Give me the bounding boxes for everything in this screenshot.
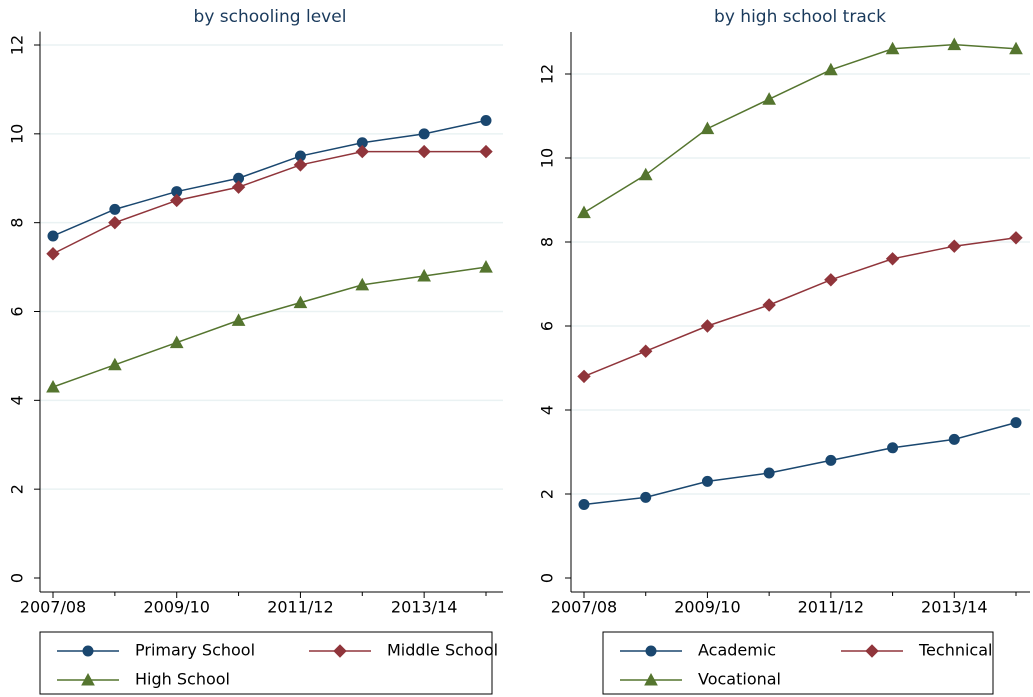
data-point [479,260,493,273]
x-tick-label: 2013/14 [921,598,987,617]
data-point [293,158,308,172]
data-point [947,239,961,253]
legend-marker [644,672,658,686]
legend-label: Academic [698,641,776,660]
data-point [701,475,713,487]
data-point [108,357,122,371]
legend-label: High School [135,670,230,689]
data-point [948,433,960,445]
x-tick-label: 2011/12 [798,598,864,617]
data-point [170,193,184,208]
panel-title: by high school track [714,7,886,27]
data-point [578,499,590,510]
data-point [885,252,900,266]
x-tick-label: 2009/10 [674,598,740,617]
y-tick-label: 10 [538,148,557,168]
y-tick-label: 2 [538,489,557,499]
legend-marker [82,645,94,657]
y-tick-label: 6 [8,306,27,316]
series-line [583,421,1017,506]
y-tick-label: 0 [8,573,27,583]
series-line [583,43,1017,214]
y-tick-label: 2 [8,484,27,494]
data-point [824,62,838,76]
legend-label: Primary School [135,641,255,660]
panel-title: by schooling level [194,7,347,27]
legend-marker [333,644,347,658]
data-point [577,205,591,219]
data-point [46,379,60,393]
legend-box [602,631,994,695]
y-tick-label: 6 [538,321,557,331]
data-point [700,319,715,333]
data-point [231,313,246,326]
data-point [355,144,369,159]
series-line [52,150,486,255]
y-tick-label: 12 [8,35,27,55]
legend-label: Vocational [698,670,781,689]
data-point [355,277,370,291]
data-point [887,442,899,454]
data-point [418,128,430,140]
data-point [763,467,775,479]
data-point [480,115,492,127]
x-tick-label: 2009/10 [143,598,209,617]
legend-marker [81,672,95,686]
data-point [762,298,776,312]
x-tick-label: 2007/08 [20,598,86,617]
y-tick-label: 10 [8,124,27,144]
data-point [762,92,776,105]
legend-marker [865,644,879,658]
y-tick-label: 4 [538,405,557,415]
data-point [577,369,591,384]
y-tick-label: 0 [538,573,557,583]
data-point [169,335,184,349]
legend-label: Technical [918,641,992,660]
legend-label: Middle School [387,641,498,660]
data-point [417,144,431,159]
legend-box [39,631,493,695]
data-point [639,344,653,358]
data-point [824,273,838,287]
data-point [108,215,122,230]
data-point [479,144,493,159]
data-point [47,230,59,242]
data-point [1009,41,1023,55]
data-point [638,167,653,181]
y-tick-label: 4 [8,395,27,405]
series-line [52,119,487,237]
series-line [583,237,1017,378]
y-tick-label: 8 [538,237,557,247]
x-tick-label: 2013/14 [391,598,457,617]
data-point [46,247,60,261]
x-tick-label: 2007/08 [551,598,617,617]
legend-marker [645,645,657,657]
x-tick-label: 2011/12 [267,598,333,617]
data-point [231,180,246,194]
data-point [947,37,962,51]
data-point [293,295,308,309]
y-tick-label: 8 [8,218,27,228]
data-point [1010,417,1022,429]
data-point [640,491,652,503]
data-point [417,268,431,282]
data-point [109,203,121,215]
data-point [1009,231,1023,245]
data-point [885,41,900,55]
data-point [700,121,715,135]
series-line [52,266,487,388]
data-point [825,454,837,466]
y-tick-label: 12 [538,64,557,84]
